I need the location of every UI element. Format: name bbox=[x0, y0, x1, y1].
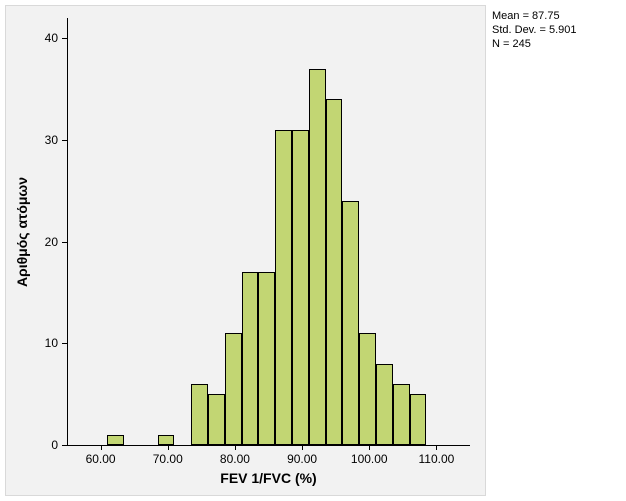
x-tick-label: 100.00 bbox=[351, 452, 388, 466]
histogram-bar bbox=[225, 333, 242, 445]
x-axis-line bbox=[67, 445, 470, 446]
histogram-bar bbox=[309, 69, 326, 445]
y-tick bbox=[62, 242, 67, 243]
x-tick-label: 80.00 bbox=[220, 452, 250, 466]
histogram-bar bbox=[208, 394, 225, 445]
stats-n: N = 245 bbox=[492, 38, 577, 52]
y-tick bbox=[62, 140, 67, 141]
histogram-bar bbox=[258, 272, 275, 445]
histogram-bar bbox=[410, 394, 427, 445]
x-tick-label: 60.00 bbox=[86, 452, 116, 466]
histogram-bar bbox=[393, 384, 410, 445]
histogram-bar bbox=[376, 364, 393, 445]
x-axis-title: FEV 1/FVC (%) bbox=[220, 470, 316, 486]
y-tick bbox=[62, 343, 67, 344]
histogram-bar bbox=[242, 272, 259, 445]
x-tick bbox=[235, 445, 236, 450]
histogram-bar bbox=[191, 384, 208, 445]
histogram-bar bbox=[292, 130, 309, 445]
x-tick bbox=[168, 445, 169, 450]
histogram-bar bbox=[342, 201, 359, 445]
x-tick-label: 110.00 bbox=[419, 452, 455, 466]
y-tick-label: 30 bbox=[0, 133, 58, 147]
histogram-bar bbox=[275, 130, 292, 445]
y-axis-title: Αριθμός ατόμων bbox=[14, 176, 30, 286]
x-tick bbox=[302, 445, 303, 450]
chart-container: 01020304060.0070.0080.0090.00100.00110.0… bbox=[0, 0, 626, 501]
y-axis-line bbox=[67, 18, 68, 445]
y-tick-label: 40 bbox=[0, 31, 58, 45]
y-tick bbox=[62, 445, 67, 446]
x-tick-label: 90.00 bbox=[287, 452, 317, 466]
stats-stdev: Std. Dev. = 5.901 bbox=[492, 24, 577, 38]
y-tick-label: 10 bbox=[0, 336, 58, 350]
stats-mean: Mean = 87.75 bbox=[492, 10, 577, 24]
histogram-bar bbox=[158, 435, 175, 445]
x-tick bbox=[101, 445, 102, 450]
histogram-bar bbox=[326, 99, 343, 445]
y-tick-label: 0 bbox=[0, 438, 58, 452]
x-tick-label: 70.00 bbox=[153, 452, 183, 466]
histogram-bar bbox=[359, 333, 376, 445]
x-tick bbox=[436, 445, 437, 450]
x-tick bbox=[369, 445, 370, 450]
y-tick bbox=[62, 38, 67, 39]
stats-box: Mean = 87.75 Std. Dev. = 5.901 N = 245 bbox=[492, 10, 577, 51]
histogram-bar bbox=[107, 435, 124, 445]
